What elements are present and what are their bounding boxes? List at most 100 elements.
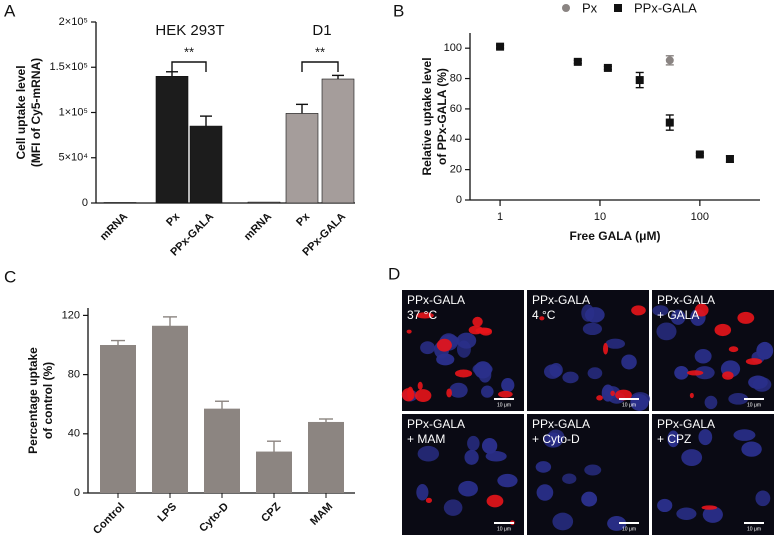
nucleus [581, 304, 595, 322]
bar [155, 76, 189, 204]
nucleus [704, 395, 718, 410]
x-tick-label: 100 [691, 211, 709, 223]
y-tick-label: 40 [68, 428, 80, 440]
nucleus [652, 305, 669, 316]
y-tick-label: 1.5×10⁵ [49, 61, 88, 73]
significance-label: ** [184, 44, 194, 59]
y-axis-label: (MFI of Cy5-mRNA) [29, 58, 43, 167]
red-signal [454, 369, 473, 378]
nucleus [670, 309, 686, 325]
nucleus [436, 353, 455, 366]
legend-label: Px [582, 0, 598, 15]
red-signal [631, 305, 646, 316]
y-tick-label: 80 [68, 369, 80, 381]
nucleus [456, 340, 471, 358]
nucleus [582, 322, 603, 336]
y-axis-label: Cell uptake level [14, 65, 28, 159]
nucleus [420, 341, 435, 355]
y-axis-label: of control (%) [41, 362, 55, 439]
red-signal [436, 338, 452, 352]
bar [189, 125, 223, 204]
red-signal [475, 327, 492, 334]
bar [247, 201, 281, 204]
y-axis-label: of PPx-GALA (%) [435, 68, 449, 165]
point [665, 56, 674, 65]
x-tick-label: 10 [594, 211, 606, 223]
point [695, 150, 704, 159]
red-signal [689, 392, 694, 399]
point [635, 76, 644, 85]
point [665, 118, 674, 127]
red-signal [446, 388, 452, 398]
micrograph: PPx-GALA+ GALA 10 μm [652, 290, 774, 411]
nucleus [621, 354, 637, 370]
nucleus [458, 480, 478, 497]
micrograph-label: 37 °C [407, 308, 437, 322]
red-signal [498, 390, 513, 398]
y-tick-label: 2×10⁵ [59, 16, 88, 28]
significance-label: ** [315, 44, 325, 59]
y-axis-label: Relative uptake level [420, 57, 434, 175]
y-tick-label: 0 [74, 487, 80, 499]
micrograph-label: 4 °C [532, 308, 556, 322]
red-signal [737, 311, 755, 324]
panel-label: B [393, 1, 404, 20]
micrograph-label: + GALA [657, 308, 699, 322]
micrograph-label: PPx-GALA [532, 293, 590, 307]
nucleus [501, 378, 515, 393]
red-signal [406, 329, 412, 334]
red-signal [722, 371, 734, 380]
x-axis-label: Free GALA (μM) [570, 229, 661, 243]
x-tick-label: Px [294, 210, 313, 229]
nucleus [694, 348, 712, 364]
bar [285, 113, 319, 204]
point [725, 155, 734, 164]
nucleus [755, 490, 771, 507]
micrograph-bg [652, 290, 774, 411]
nucleus [681, 449, 703, 467]
bar [152, 325, 188, 493]
red-signal [414, 389, 432, 403]
significance-bracket [301, 61, 339, 72]
bar [204, 408, 240, 493]
significance-bracket [171, 61, 207, 72]
nucleus [467, 435, 480, 451]
nucleus [756, 341, 774, 360]
group-title: HEK 293T [155, 22, 224, 39]
micrograph: PPx-GALA+ CPZ 10 μm [652, 414, 774, 535]
bar [321, 78, 355, 204]
red-signal [745, 358, 763, 365]
nucleus [605, 338, 626, 349]
nucleus [543, 432, 563, 448]
nucleus [702, 506, 723, 523]
y-tick-label: 1×10⁵ [59, 106, 88, 118]
nucleus [449, 382, 468, 398]
red-signal [417, 381, 423, 390]
y-tick-label: 0 [456, 194, 462, 206]
nucleus [694, 366, 715, 380]
micrograph: PPx-GALA+ Cyto-D 10 μm [527, 414, 649, 535]
nucleus [535, 461, 552, 473]
nucleus [481, 438, 498, 454]
nucleus [562, 473, 577, 484]
nucleus [581, 491, 598, 507]
nucleus [443, 499, 463, 516]
x-tick-label: MAM [308, 501, 335, 528]
y-tick-label: 20 [450, 164, 462, 176]
y-axis-label: Percentage uptake [26, 347, 40, 454]
red-signal [415, 312, 434, 319]
nucleus [752, 377, 772, 392]
micrograph-label: PPx-GALA [407, 293, 465, 307]
red-signal [603, 342, 609, 355]
nucleus [464, 449, 479, 465]
red-signal [472, 316, 483, 327]
nucleus [741, 441, 762, 457]
red-signal [728, 346, 739, 353]
group-title: D1 [312, 22, 331, 39]
y-tick-label: 60 [450, 103, 462, 115]
red-signal [714, 323, 732, 337]
red-signal [610, 390, 615, 397]
micrograph-label: + MAM [407, 432, 445, 446]
